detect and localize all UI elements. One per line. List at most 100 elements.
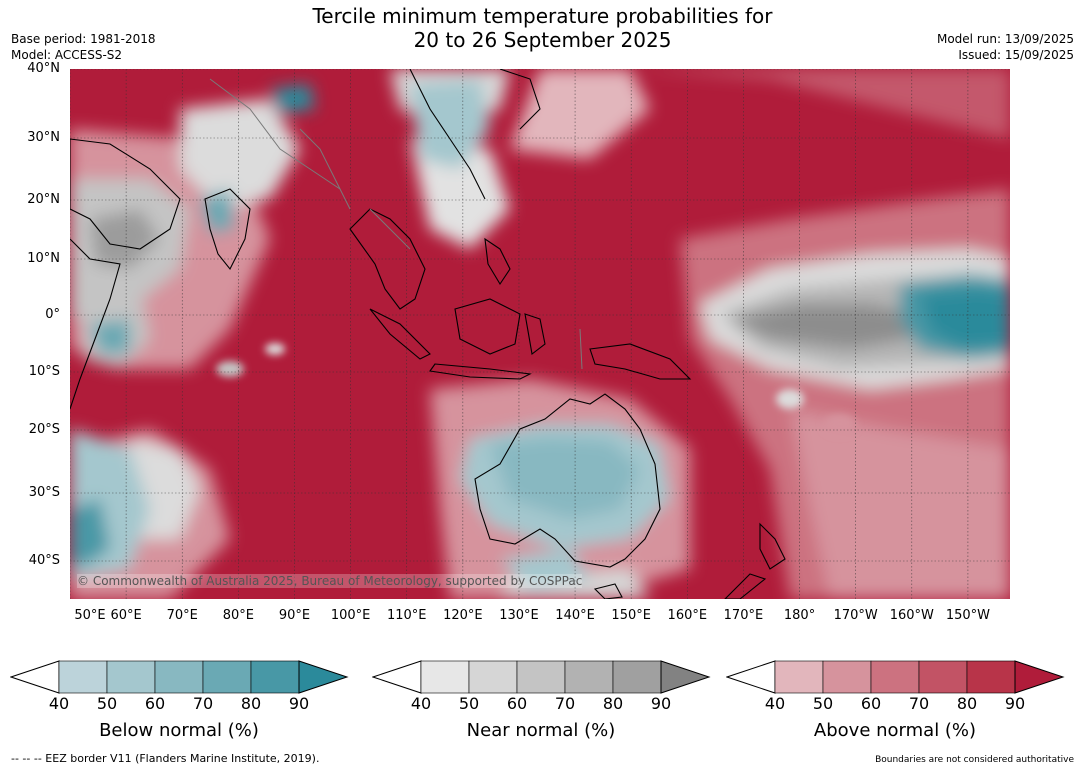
sulawesi-coast	[524, 313, 546, 355]
lon-label: 50°E	[74, 608, 106, 623]
map-title: Tercile minimum temperature probabilitie…	[0, 4, 1085, 52]
eez-border-note: -- -- -- EEZ border V11 (Flanders Marine…	[11, 752, 320, 765]
arabia-near-normal-core	[90, 209, 160, 269]
colorbar-tick-label: 40	[48, 694, 70, 713]
colorbar-segment	[774, 660, 824, 694]
colorbar-segment	[516, 660, 566, 694]
lat-label-20s: 20°S	[28, 422, 60, 437]
issued-date: Issued: 15/09/2025	[958, 48, 1074, 62]
title-line-2: 20 to 26 September 2025	[413, 28, 672, 52]
colorbar-segment	[966, 660, 1016, 694]
colorbar-tick-label: 50	[458, 694, 480, 713]
colorbar-segment	[612, 660, 662, 694]
colorbar-tick-label: 70	[908, 694, 930, 713]
east-africa-below-normal	[90, 319, 130, 354]
new-guinea-coast	[589, 343, 692, 380]
japan-korea-coast	[499, 69, 541, 130]
colorbar-above-normal-graphic	[726, 660, 1065, 694]
coastlines	[70, 69, 786, 599]
left-metadata: Base period: 1981-2018 Model: ACCESS-S2	[11, 31, 156, 63]
colorbar-segment	[106, 660, 156, 694]
himalaya-border	[209, 78, 341, 190]
colorbar-tick-label: 50	[812, 694, 834, 713]
east-asia-light-red	[510, 69, 650, 159]
lon-label: 140°E	[555, 608, 595, 623]
australia-coast	[474, 393, 661, 568]
india-coast	[204, 188, 251, 271]
country-borders	[209, 78, 411, 250]
spot-1	[216, 361, 244, 377]
myanmar-border	[299, 128, 351, 210]
indochina-near-normal	[410, 139, 510, 249]
lon-label: 180°	[783, 608, 816, 623]
colorbar-min-extend	[726, 660, 776, 694]
philippines-coast	[484, 237, 511, 286]
colorbar-segment	[154, 660, 204, 694]
lon-label: 80°E	[222, 608, 254, 623]
lon-label: 160°W	[889, 608, 934, 623]
colorbar-tick-label: 80	[956, 694, 978, 713]
lat-label-30s: 30°S	[28, 485, 60, 500]
png-indonesia-border	[579, 328, 583, 370]
lon-label: 60°E	[110, 608, 142, 623]
model-name: Model: ACCESS-S2	[11, 48, 123, 62]
pacific-below-normal-core	[920, 289, 1010, 347]
lon-label: 90°E	[278, 608, 311, 623]
colorbar-max-extend	[1014, 660, 1065, 694]
boundaries-note: Boundaries are not considered authoritat…	[875, 755, 1074, 765]
colorbar-near-normal	[372, 660, 712, 694]
copyright-notice: © Commonwealth of Australia 2025, Bureau…	[77, 574, 583, 588]
lat-label-0: 0°	[45, 307, 60, 322]
colorbar-below-normal-graphic	[10, 660, 349, 694]
lon-label: 150°E	[611, 608, 651, 623]
colorbar-tick-label: 60	[506, 694, 528, 713]
small-near-normal-spots	[216, 343, 856, 434]
new-zealand-coast	[724, 522, 786, 599]
lon-label: 100°E	[330, 608, 371, 623]
colorbar-segment	[250, 660, 300, 694]
title-line-1: Tercile minimum temperature probabilitie…	[312, 4, 773, 28]
borneo-coast	[454, 298, 521, 355]
colorbar-tick-label: 90	[288, 694, 310, 713]
india-near-normal	[180, 99, 300, 209]
lat-label-10n: 10°N	[27, 251, 60, 266]
lat-label-20n: 20°N	[27, 192, 60, 207]
colorbar-segment	[202, 660, 252, 694]
java-lesser-sunda-coast	[429, 363, 532, 380]
colorbar-min-extend	[10, 660, 60, 694]
china-below-normal	[410, 79, 490, 169]
lon-label: 110°E	[386, 608, 427, 623]
colorbar-tick-label: 70	[554, 694, 576, 713]
colorbar-segment	[564, 660, 614, 694]
south-pacific-light-red	[790, 409, 1010, 599]
east-africa-coast	[70, 238, 121, 410]
australia-below-normal-core	[490, 437, 640, 519]
model-run: Model run: 13/09/2025	[936, 32, 1074, 46]
spot-3	[776, 389, 804, 409]
colorbar-tick-label: 60	[860, 694, 882, 713]
spot-4	[824, 414, 856, 434]
lon-label: 160°E	[667, 608, 708, 623]
colorbar-tick-label: 60	[144, 694, 166, 713]
colorbar-min-extend	[372, 660, 422, 694]
probability-fields	[70, 69, 1010, 599]
arabia-coast	[70, 138, 181, 250]
lon-label: 130°E	[499, 608, 539, 623]
lon-label: 120°E	[443, 608, 483, 623]
colorbar-below-normal	[10, 660, 350, 694]
colorbar-tick-label: 80	[602, 694, 624, 713]
map-canvas	[70, 69, 1010, 599]
lat-label-10s: 10°S	[28, 364, 60, 379]
colorbar-segment	[870, 660, 920, 694]
lat-label-30n: 30°N	[27, 130, 60, 145]
lon-label: 170°E	[723, 608, 764, 623]
north-pacific-light-red	[70, 69, 1010, 139]
lon-label: 170°W	[833, 608, 878, 623]
colorbar-near-normal-graphic	[372, 660, 711, 694]
colorbar-segment	[918, 660, 968, 694]
graticule	[70, 69, 1010, 599]
colorbar-max-extend	[660, 660, 711, 694]
southwest-below-normal-core	[70, 499, 110, 569]
colorbar-above-normal	[726, 660, 1066, 694]
china-coast	[409, 69, 486, 200]
